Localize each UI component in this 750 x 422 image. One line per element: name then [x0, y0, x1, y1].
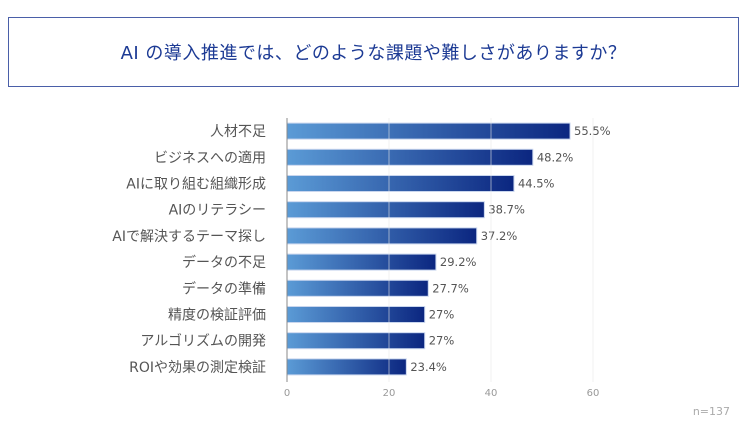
category-label: ビジネスへの適用 — [154, 149, 266, 166]
category-label: アルゴリズムの開発 — [140, 333, 266, 350]
bar — [286, 306, 426, 323]
chart-title: AI の導入推進では、どのような課題や難しさがありますか？ — [120, 43, 627, 64]
data-label: 44.5% — [518, 177, 555, 191]
data-label: 37.2% — [481, 229, 518, 243]
data-label: 27% — [429, 308, 455, 322]
category-label: AIのリテラシー — [169, 203, 266, 219]
category-label: データの不足 — [182, 254, 266, 271]
data-label: 23.4% — [410, 360, 447, 374]
bar — [286, 148, 534, 166]
x-tick-label: 20 — [383, 388, 396, 399]
sample-size-note: n=137 — [692, 405, 730, 418]
data-label: 38.7% — [488, 203, 525, 217]
category-label: 精度の検証評価 — [168, 308, 266, 324]
bar — [286, 279, 429, 297]
bar — [286, 175, 515, 192]
category-label: AIで解決するテーマ探し — [112, 229, 266, 245]
bar — [286, 332, 426, 350]
data-label: 55.5% — [574, 124, 611, 138]
x-tick-label: 0 — [284, 388, 290, 399]
title-box: AI の導入推進では、どのような課題や難しさがありますか？ — [8, 17, 739, 87]
bar — [286, 201, 485, 219]
bar — [286, 358, 407, 376]
bar — [286, 122, 571, 140]
category-label: AIに取り組む組織形成 — [126, 177, 266, 193]
category-label: ROIや効果の測定検証 — [129, 360, 266, 376]
category-label: 人材不足 — [210, 124, 266, 140]
x-tick-label: 60 — [587, 388, 600, 399]
data-label: 27.7% — [432, 281, 469, 295]
bar — [286, 227, 478, 245]
bar — [286, 253, 437, 271]
data-label: 48.2% — [537, 150, 574, 164]
data-label: 29.2% — [440, 255, 477, 269]
category-label: データの準備 — [182, 280, 266, 297]
data-label: 27% — [429, 334, 455, 348]
x-tick-label: 40 — [485, 388, 498, 399]
